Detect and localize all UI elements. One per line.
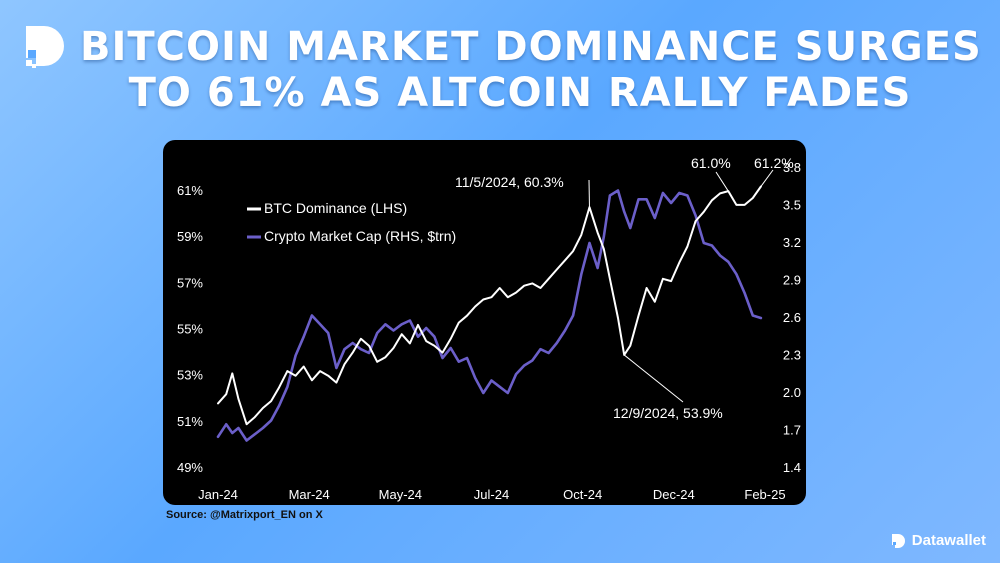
right-axis-tick-label: 2.3 [783,348,801,363]
x-axis-tick-label: Jul-24 [474,487,509,502]
left-axis-tick-label: 53% [177,368,203,383]
x-axis-tick-label: Jan-24 [198,487,238,502]
datawallet-logo-icon [26,26,64,68]
annotation-label: 11/5/2024, 60.3% [455,174,564,190]
left-axis-tick-label: 57% [177,275,203,290]
left-axis-tick-label: 49% [177,460,203,475]
annotation-leader [623,354,684,403]
source-caption: Source: @Matrixport_EN on X [166,509,323,521]
right-axis-tick-label: 2.9 [783,273,801,288]
market-cap-line [216,189,763,442]
x-axis-tick-label: Oct-24 [563,487,602,502]
dominance-chart: 49% 51% 53% 55% 57% 59% 61% 1.4 1.7 2.0 2.3 2.6 2.9… [177,155,801,502]
annotation-label: 12/9/2024, 53.9% [613,405,723,421]
x-axis-tick-label: Dec-24 [653,487,695,502]
right-axis-tick-label: 3.8 [783,160,801,175]
legend-label: Crypto Market Cap (RHS, $trn) [264,228,456,244]
left-axis-tick-label: 61% [177,183,203,198]
right-axis-tick-label: 3.2 [783,235,801,250]
btc-dominance-line [217,185,762,426]
right-axis-tick-label: 1.7 [783,423,801,438]
x-axis-tick-label: May-24 [379,487,422,502]
datawallet-brand-icon [891,533,905,548]
page-title: BITCOIN MARKET DOMINANCE SURGES TO 61% A… [80,24,982,116]
x-axis-tick-label: Mar-24 [289,487,330,502]
legend-label: BTC Dominance (LHS) [264,200,407,216]
left-axis-tick-label: 59% [177,229,203,244]
x-axis-tick-label: Feb-25 [744,487,785,502]
annotation-label: 61.2% [754,155,794,171]
annotation-label: 61.0% [691,155,731,171]
annotation-leader [715,171,729,192]
chart-card: 49% 51% 53% 55% 57% 59% 61% 1.4 1.7 2.0 2.3 2.6 2.9… [163,140,806,505]
right-axis-tick-label: 2.0 [783,385,801,400]
brand-name: Datawallet [911,532,986,549]
right-axis-tick-label: 2.6 [783,310,801,325]
right-axis-tick-label: 3.5 [783,198,801,213]
left-axis-tick-label: 51% [177,414,203,429]
right-axis-tick-label: 1.4 [783,460,801,475]
title-line-1: BITCOIN MARKET DOMINANCE SURGES [80,24,982,70]
annotation-leader [760,169,774,187]
title-line-2: TO 61% AS ALTCOIN RALLY FADES [128,70,912,116]
left-axis-tick-label: 55% [177,322,203,337]
brand-mark: Datawallet [890,532,986,549]
